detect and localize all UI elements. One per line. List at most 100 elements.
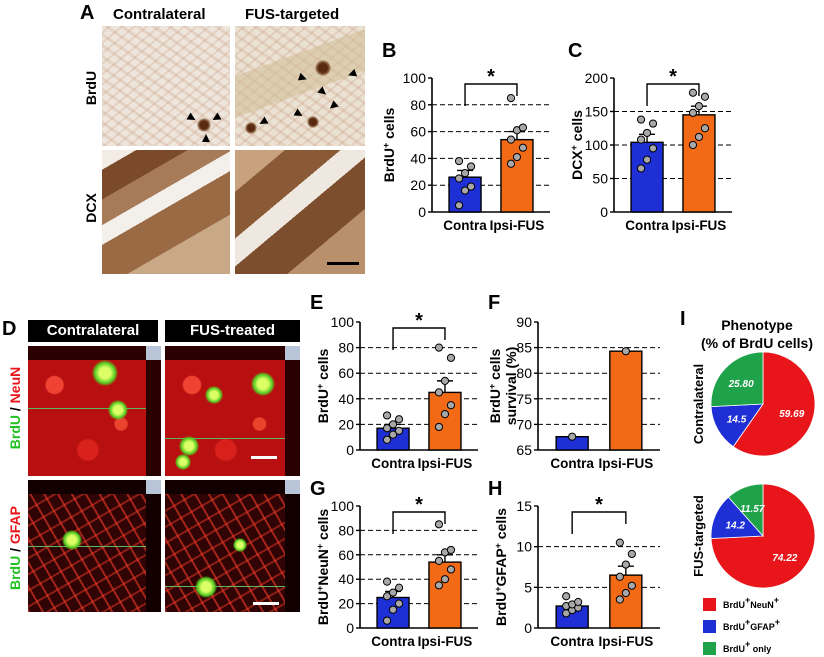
orthogonal-strip-top: [28, 480, 146, 494]
y-axis-label-part: cells: [569, 110, 585, 145]
data-point: [440, 376, 450, 385]
pie-slice-label: 59.69: [779, 409, 804, 420]
confocal-brdu-neun-contralateral: [28, 346, 161, 476]
pie-slice-label: 74.22: [772, 553, 797, 564]
brdu-cell: [92, 360, 118, 386]
data-point: [636, 115, 646, 124]
y-axis-label-part: BrdU: [490, 389, 503, 423]
y-axis-label-part: BrdU: [493, 592, 509, 626]
confocal-brdu-gfap-fus-treated: [165, 480, 300, 612]
y-tick-label: 0: [346, 442, 354, 458]
data-point: [434, 556, 444, 566]
pie-slice-label: 11.57: [740, 504, 765, 515]
pie-row-label: FUS-targeted: [691, 495, 706, 577]
data-point: [568, 432, 577, 441]
data-point: [382, 592, 392, 601]
legend-label-part: BrdU: [723, 644, 745, 654]
data-point: [694, 102, 704, 111]
micrograph-dcx-fus-targeted: [235, 150, 365, 274]
crosshair-line: [28, 408, 146, 409]
y-axis-label-part: GFAP: [493, 548, 509, 586]
y-tick-label: 15: [516, 498, 532, 514]
significance-bracket: [392, 511, 446, 534]
legend-swatch-only: [703, 642, 716, 655]
y-tick-label: 80: [410, 97, 426, 113]
data-point: [518, 123, 528, 132]
y-tick-label: 85: [516, 340, 532, 356]
corner-box: [285, 346, 300, 360]
pie-row-label: Contralateral: [691, 364, 706, 444]
legend-label-sup: +: [774, 595, 779, 605]
significance-bracket: [646, 83, 700, 106]
legend-label-sup: +: [745, 639, 750, 649]
orthogonal-strip-side: [146, 494, 161, 612]
label-gfap: GFAP: [7, 505, 23, 545]
data-point: [636, 164, 646, 173]
data-point: [648, 119, 658, 128]
x-tick-label: Contra: [371, 634, 415, 649]
significance-star: *: [595, 494, 603, 516]
label-brdu: BrdU: [7, 555, 23, 591]
data-point: [460, 186, 470, 195]
y-tick-label: 60: [338, 365, 354, 381]
data-point: [382, 616, 392, 625]
x-tick-label: Ipsi-FUS: [418, 456, 473, 471]
legend-label: BrdU+GFAP+: [723, 617, 780, 632]
scale-bar: [251, 456, 277, 459]
x-tick-label: Contra: [625, 218, 669, 233]
y-tick-label: 100: [331, 498, 355, 514]
x-tick-label: Ipsi-FUS: [598, 456, 653, 471]
micrograph-brdu-fus-targeted: [235, 26, 365, 146]
data-point: [446, 565, 456, 574]
panel-a-col-fus-targeted: FUS-targeted: [245, 6, 340, 23]
y-tick-label: 20: [410, 177, 426, 193]
arrowhead-marker: [297, 72, 309, 84]
y-tick-label: 10: [516, 539, 532, 555]
x-tick-label: Ipsi-FUS: [672, 218, 727, 233]
bar-chart-brdu-survival: 65 70 75 80 85 90 Contra Ipsi-FUS BrdU+ cellssur…: [490, 314, 660, 471]
data-point: [615, 595, 624, 604]
brdu-cell: [195, 576, 217, 598]
panel-label-g: G: [310, 478, 326, 500]
y-tick-label: 100: [403, 70, 427, 86]
significance-bracket: [571, 511, 627, 534]
arrowhead-marker: [327, 100, 339, 112]
y-tick-label: 5: [524, 579, 532, 595]
legend-label-part: BrdU: [723, 600, 745, 610]
orthogonal-strip-top: [165, 480, 285, 494]
y-tick-label: 80: [516, 365, 532, 381]
data-point: [642, 155, 652, 164]
pie-slice-neun: [732, 351, 816, 457]
bar-ipsi-fus: [609, 574, 643, 629]
legend-label-sup: +: [745, 595, 750, 605]
panel-a-row-dcx: DCX: [83, 193, 99, 223]
data-point: [382, 577, 392, 586]
data-point: [615, 572, 624, 581]
data-point: [394, 426, 404, 435]
y-tick-label: 20: [338, 416, 354, 432]
data-point: [688, 88, 698, 97]
y-axis-label-part: cells: [315, 509, 331, 544]
crosshair-line: [165, 586, 285, 587]
arrowhead-marker: [210, 112, 222, 124]
y-tick-label: 60: [410, 124, 426, 140]
y-tick-label: 0: [524, 620, 532, 636]
data-point: [394, 415, 404, 424]
arrowhead-marker: [257, 116, 269, 128]
y-axis-label: BrdU+NeuN+ cells: [315, 509, 331, 626]
corner-box: [146, 346, 161, 360]
significance-bracket: [464, 83, 518, 106]
y-axis-label-part: cells: [315, 349, 331, 384]
legend-label-part: BrdU: [723, 622, 745, 632]
y-axis-label-sup: +: [569, 145, 579, 150]
bar-chart-dcx-cells: 0 50 100 150 200 Contra Ipsi-FUS * DCX+ cells: [569, 66, 732, 233]
bar-ipsi-fus: [682, 114, 716, 213]
y-tick-label: 0: [346, 620, 354, 636]
data-point: [506, 94, 516, 103]
brdu-cell: [307, 116, 319, 128]
data-point: [434, 422, 444, 432]
significance-star: *: [669, 66, 677, 88]
y-axis-label-sup: +: [490, 384, 497, 389]
y-axis-label-part: BrdU: [315, 389, 331, 423]
